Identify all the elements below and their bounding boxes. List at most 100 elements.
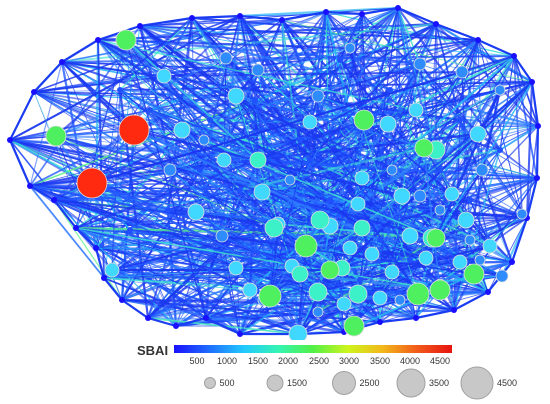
network-node bbox=[457, 211, 475, 229]
network-node bbox=[336, 296, 352, 312]
network-node bbox=[165, 207, 171, 213]
network-node bbox=[395, 5, 401, 11]
network-graph bbox=[7, 5, 541, 340]
network-edge bbox=[254, 99, 393, 273]
network-edge bbox=[53, 199, 331, 271]
network-edge bbox=[55, 135, 301, 275]
colorbar-tick-label: 3500 bbox=[370, 356, 390, 366]
network-node bbox=[413, 315, 419, 321]
network-node bbox=[379, 115, 397, 133]
network-edge bbox=[103, 277, 123, 301]
network-node bbox=[252, 97, 258, 103]
network-node bbox=[413, 57, 427, 71]
network-node bbox=[511, 53, 517, 59]
network-node bbox=[485, 289, 491, 295]
network-node bbox=[284, 174, 296, 186]
network-edge bbox=[353, 195, 403, 327]
network-edge bbox=[487, 217, 528, 293]
network-edge bbox=[309, 121, 441, 291]
network-edge bbox=[121, 299, 319, 313]
network-node bbox=[237, 331, 243, 337]
network-edge bbox=[121, 299, 149, 319]
network-node bbox=[353, 109, 375, 131]
network-node bbox=[279, 17, 285, 23]
network-node bbox=[474, 254, 486, 266]
network-node bbox=[437, 167, 443, 173]
network-node bbox=[348, 284, 368, 304]
network-edge bbox=[480, 89, 502, 171]
network-edge bbox=[379, 316, 417, 324]
network-edge bbox=[357, 149, 437, 205]
network-edge bbox=[257, 69, 355, 327]
network-edge bbox=[239, 146, 425, 192]
network-node bbox=[291, 265, 309, 283]
network-node bbox=[343, 315, 365, 337]
network-edge bbox=[510, 217, 529, 263]
size-legend-circle bbox=[332, 371, 356, 395]
network-node bbox=[249, 151, 267, 169]
network-edge bbox=[129, 59, 341, 231]
network-node bbox=[73, 225, 79, 231]
network-edge bbox=[133, 128, 381, 242]
network-edge bbox=[461, 71, 523, 215]
network-node bbox=[264, 218, 284, 238]
network-node bbox=[203, 315, 209, 321]
network-edge bbox=[222, 15, 242, 161]
network-edge bbox=[139, 7, 399, 27]
network-node bbox=[323, 9, 329, 15]
network-node bbox=[353, 219, 371, 237]
network-edge bbox=[33, 91, 491, 247]
network-node bbox=[406, 282, 430, 306]
network-edge bbox=[125, 39, 433, 239]
network-node bbox=[469, 125, 487, 143]
network-node bbox=[377, 237, 383, 243]
network-node bbox=[95, 37, 101, 43]
network-edge bbox=[95, 227, 275, 249]
network-edge bbox=[55, 134, 437, 240]
network-edge bbox=[61, 39, 99, 63]
network-node bbox=[372, 290, 388, 306]
network-edge bbox=[119, 74, 165, 92]
network-edge bbox=[235, 267, 419, 295]
network-edge bbox=[453, 291, 489, 311]
network-edge bbox=[94, 247, 106, 279]
colorbar-tick-label: 500 bbox=[189, 356, 204, 366]
network-node bbox=[311, 89, 325, 103]
network-edge bbox=[530, 81, 540, 127]
network-edge bbox=[53, 199, 211, 271]
colorbar-gradient bbox=[174, 345, 452, 353]
network-edge bbox=[75, 227, 97, 249]
network-node bbox=[408, 102, 424, 118]
network-edge bbox=[526, 125, 539, 219]
network-node bbox=[27, 183, 33, 189]
network-edge bbox=[121, 299, 299, 335]
network-node bbox=[198, 134, 210, 146]
network-node bbox=[93, 245, 99, 251]
network-edge bbox=[181, 129, 501, 151]
network-edge bbox=[33, 91, 151, 111]
network-node bbox=[7, 137, 13, 143]
network-node bbox=[364, 246, 380, 262]
network-node bbox=[119, 297, 125, 303]
network-node bbox=[433, 21, 439, 27]
network-edge bbox=[55, 10, 327, 138]
network-node bbox=[59, 59, 65, 65]
network-edge bbox=[29, 99, 256, 187]
network-node bbox=[320, 260, 340, 280]
network-node bbox=[529, 79, 535, 85]
network-node bbox=[312, 306, 324, 318]
size-legend-label: 1500 bbox=[287, 378, 307, 388]
network-edge bbox=[281, 10, 327, 22]
network-node bbox=[497, 147, 503, 153]
network-node bbox=[429, 279, 451, 301]
network-node bbox=[444, 186, 460, 202]
network-edge bbox=[29, 61, 63, 187]
network-edge bbox=[125, 38, 421, 66]
network-node bbox=[393, 187, 411, 205]
network-edge bbox=[415, 308, 455, 320]
network-node bbox=[173, 121, 191, 139]
network-edge bbox=[235, 7, 399, 97]
network-node bbox=[189, 15, 195, 21]
network-edge bbox=[75, 227, 319, 293]
network-edge bbox=[525, 177, 539, 219]
